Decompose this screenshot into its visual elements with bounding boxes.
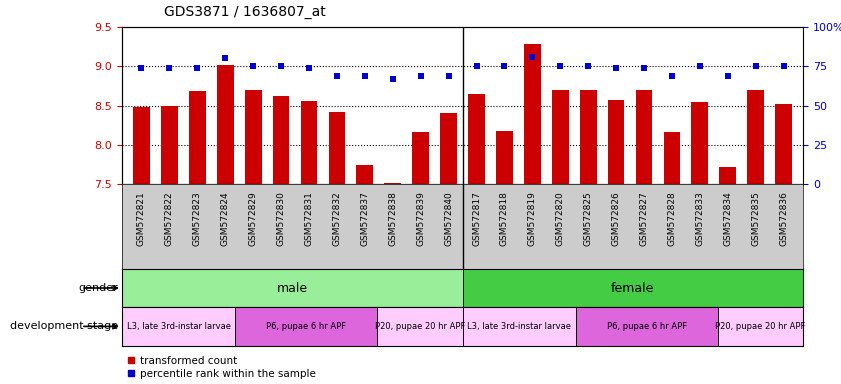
Text: GSM572817: GSM572817 xyxy=(472,191,481,246)
Bar xyxy=(775,104,792,184)
Bar xyxy=(122,307,235,346)
Bar xyxy=(579,90,596,184)
Text: GSM572836: GSM572836 xyxy=(779,191,788,246)
Bar xyxy=(122,269,463,307)
Text: development stage: development stage xyxy=(9,321,118,331)
Text: P20, pupae 20 hr APF: P20, pupae 20 hr APF xyxy=(375,322,465,331)
Bar xyxy=(133,107,150,184)
Bar xyxy=(329,112,346,184)
Bar xyxy=(664,132,680,184)
Text: GSM572824: GSM572824 xyxy=(220,191,230,246)
Bar xyxy=(463,307,576,346)
Text: GSM572832: GSM572832 xyxy=(332,191,341,246)
Bar xyxy=(718,307,803,346)
Text: P6, pupae 6 hr APF: P6, pupae 6 hr APF xyxy=(267,322,346,331)
Text: female: female xyxy=(611,281,654,295)
Text: GSM572829: GSM572829 xyxy=(249,191,257,246)
Text: GSM572834: GSM572834 xyxy=(723,191,733,246)
Text: GSM572828: GSM572828 xyxy=(668,191,676,246)
Text: P6, pupae 6 hr APF: P6, pupae 6 hr APF xyxy=(607,322,687,331)
Bar xyxy=(576,307,718,346)
Text: GSM572821: GSM572821 xyxy=(137,191,146,246)
Text: GSM572818: GSM572818 xyxy=(500,191,509,246)
Text: GSM572837: GSM572837 xyxy=(360,191,369,246)
Text: GSM572820: GSM572820 xyxy=(556,191,565,246)
Text: GSM572823: GSM572823 xyxy=(193,191,202,246)
Text: P20, pupae 20 hr APF: P20, pupae 20 hr APF xyxy=(716,322,806,331)
Bar xyxy=(412,132,429,184)
Text: GSM572831: GSM572831 xyxy=(304,191,314,246)
Text: gender: gender xyxy=(78,283,118,293)
Bar xyxy=(217,65,234,184)
Bar xyxy=(468,94,485,184)
Text: male: male xyxy=(277,281,308,295)
Bar xyxy=(189,91,206,184)
Bar xyxy=(608,100,625,184)
Bar xyxy=(300,101,317,184)
Text: L3, late 3rd-instar larvae: L3, late 3rd-instar larvae xyxy=(468,322,571,331)
Bar xyxy=(235,307,378,346)
Bar xyxy=(524,44,541,184)
Bar xyxy=(378,307,463,346)
Bar xyxy=(748,90,764,184)
Bar xyxy=(496,131,513,184)
Bar xyxy=(384,183,401,184)
Text: GSM572838: GSM572838 xyxy=(389,191,397,246)
Bar xyxy=(636,90,653,184)
Bar xyxy=(719,167,736,184)
Text: GSM572819: GSM572819 xyxy=(528,191,537,246)
Bar xyxy=(245,90,262,184)
Bar xyxy=(440,113,457,184)
Bar xyxy=(357,165,373,184)
Text: GDS3871 / 1636807_at: GDS3871 / 1636807_at xyxy=(164,5,325,19)
Bar xyxy=(463,269,803,307)
Text: GSM572827: GSM572827 xyxy=(639,191,648,246)
Text: GSM572839: GSM572839 xyxy=(416,191,426,246)
Legend: transformed count, percentile rank within the sample: transformed count, percentile rank withi… xyxy=(127,356,315,379)
Text: GSM572822: GSM572822 xyxy=(165,191,174,246)
Text: GSM572825: GSM572825 xyxy=(584,191,593,246)
Bar xyxy=(691,103,708,184)
Text: GSM572830: GSM572830 xyxy=(277,191,286,246)
Text: GSM572826: GSM572826 xyxy=(611,191,621,246)
Bar xyxy=(161,106,177,184)
Text: GSM572833: GSM572833 xyxy=(696,191,705,246)
Text: L3, late 3rd-instar larvae: L3, late 3rd-instar larvae xyxy=(127,322,230,331)
Text: GSM572835: GSM572835 xyxy=(751,191,760,246)
Text: GSM572840: GSM572840 xyxy=(444,191,453,246)
Bar xyxy=(552,90,569,184)
Bar xyxy=(272,96,289,184)
